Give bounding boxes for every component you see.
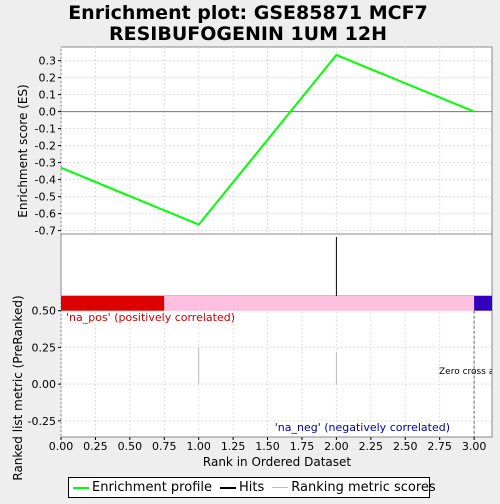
x-tick-label-6: 1.50 — [255, 440, 280, 453]
x-tick-label-10: 2.50 — [393, 440, 418, 453]
color-bar — [61, 296, 492, 311]
top-y-tick-label-0: 0.3 — [39, 55, 57, 68]
x-tick-label-5: 1.25 — [221, 440, 246, 453]
bottom-panel-y-ticks: 0.50 0.25 0.00 -0.25 — [28, 305, 61, 428]
zero-cross-label: Zero cross at 3 — [439, 367, 500, 377]
legend-label-ranking-metric: Ranking metric scores — [291, 480, 435, 495]
x-tick-label-8: 2.00 — [324, 440, 349, 453]
top-y-tick-label-3: 0.0 — [39, 106, 57, 119]
legend-swatch-enrichment-profile — [73, 487, 89, 489]
top-y-tick-label-7: -0.4 — [35, 174, 56, 187]
bottom-y-tick-label-3: -0.25 — [28, 415, 56, 428]
legend-item-ranking-metric: Ranking metric scores — [272, 480, 435, 495]
chart-legend: Enrichment profile Hits Ranking metric s… — [68, 477, 430, 498]
x-tick-label-9: 2.25 — [359, 440, 384, 453]
color-bar-segment-0 — [61, 296, 164, 311]
top-y-tick-label-8: -0.5 — [35, 191, 56, 204]
legend-item-enrichment-profile: Enrichment profile — [73, 480, 212, 495]
x-tick-label-0: 0.00 — [49, 440, 74, 453]
x-axis-label: Rank in Ordered Dataset — [203, 455, 351, 469]
top-y-axis-label: Enrichment score (ES) — [16, 84, 30, 217]
top-y-tick-label-2: 0.1 — [39, 89, 57, 102]
chart-title-line2: RESIBUFOGENIN 1UM 12H — [109, 23, 387, 45]
legend-label-hits: Hits — [239, 480, 264, 495]
top-y-tick-label-10: -0.7 — [35, 225, 56, 238]
x-tick-label-11: 2.75 — [427, 440, 452, 453]
x-tick-label-4: 1.00 — [186, 440, 211, 453]
x-tick-label-1: 0.25 — [83, 440, 108, 453]
color-bar-segment-2 — [474, 296, 492, 311]
top-panel-y-ticks: 0.3 0.2 0.1 0.0 -0.1 -0.2 -0.3 -0.4 -0.5 -0.6 -0.7 — [35, 55, 61, 238]
bottom-y-tick-label-1: 0.25 — [32, 341, 57, 354]
legend-swatch-hits — [220, 487, 236, 489]
legend-item-hits: Hits — [220, 480, 264, 495]
top-y-tick-label-6: -0.3 — [35, 157, 56, 170]
chart-title-line1: Enrichment plot: GSE85871 MCF7 — [68, 2, 428, 24]
top-panel-frame — [61, 47, 492, 234]
bottom-y-tick-label-2: 0.00 — [32, 378, 57, 391]
x-tick-label-12: 3.00 — [462, 440, 487, 453]
bottom-y-tick-label-0: 0.50 — [32, 305, 57, 318]
x-tick-label-3: 0.75 — [152, 440, 177, 453]
color-bar-segment-1 — [164, 296, 474, 311]
legend-label-enrichment-profile: Enrichment profile — [92, 480, 212, 495]
bottom-y-axis-label: Ranked list metric (PreRanked) — [11, 295, 25, 480]
top-y-tick-label-4: -0.1 — [35, 123, 56, 136]
x-tick-label-7: 1.75 — [290, 440, 315, 453]
x-axis-ticks: 0.00 0.25 0.50 0.75 1.00 1.25 1.50 1.75 2.00 2.25… — [49, 437, 487, 453]
top-y-tick-label-9: -0.6 — [35, 208, 56, 221]
top-y-tick-label-5: -0.2 — [35, 140, 56, 153]
pos-label: 'na_pos' (positively correlated) — [66, 311, 235, 324]
top-y-tick-label-1: 0.2 — [39, 72, 57, 85]
hits-panel-frame — [61, 234, 492, 296]
x-tick-label-2: 0.50 — [118, 440, 143, 453]
neg-label: 'na_neg' (negatively correlated) — [275, 421, 450, 434]
legend-swatch-ranking-metric — [272, 487, 288, 488]
